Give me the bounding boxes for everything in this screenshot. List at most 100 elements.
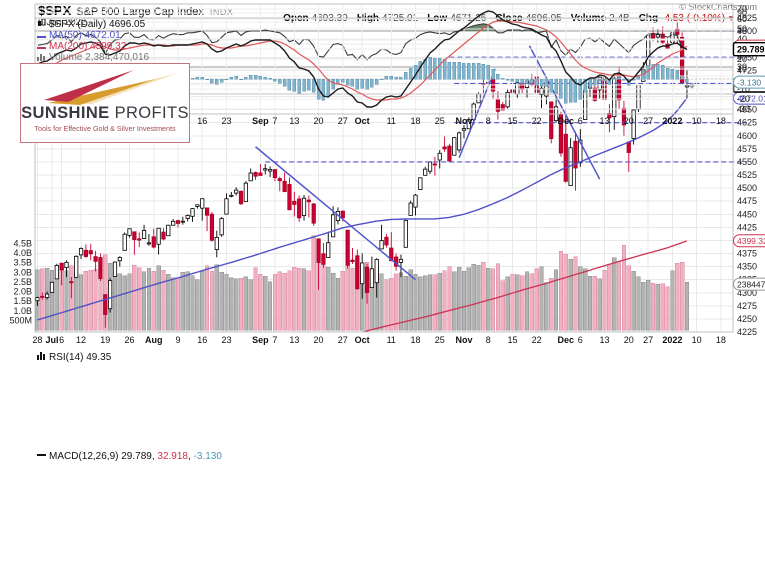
svg-text:23: 23 <box>221 116 231 126</box>
svg-text:4300: 4300 <box>737 288 757 298</box>
svg-text:2022: 2022 <box>662 335 682 345</box>
exchange-tag: INDX <box>209 7 234 17</box>
svg-text:6: 6 <box>59 335 64 345</box>
svg-text:1.0B: 1.0B <box>13 306 32 316</box>
svg-text:28: 28 <box>32 335 42 345</box>
svg-text:Nov: Nov <box>455 116 472 126</box>
svg-text:50: 50 <box>737 24 747 34</box>
svg-text:500M: 500M <box>9 315 32 325</box>
svg-text:15: 15 <box>507 116 517 126</box>
svg-text:4450: 4450 <box>737 209 757 219</box>
candlestick-icon <box>37 18 46 31</box>
svg-text:2.0B: 2.0B <box>13 287 32 297</box>
copyright: © StockCharts.com <box>679 2 757 12</box>
svg-text:-3.130: -3.130 <box>737 77 761 87</box>
macd-signal-value: 32.918 <box>157 451 188 462</box>
svg-text:-30: -30 <box>737 104 750 114</box>
svg-text:Sep: Sep <box>252 116 269 126</box>
svg-text:12: 12 <box>76 335 86 345</box>
svg-text:4350: 4350 <box>737 262 757 272</box>
macd-signal-line <box>37 20 688 101</box>
svg-text:Oct: Oct <box>355 116 370 126</box>
price-chart-canvas: 4825480047754750472547004675465046254600… <box>9 13 765 345</box>
macd-panel-title: MACD(12,26,9) 29.789, 32.918, -3.130 <box>37 451 222 462</box>
svg-text:4725: 4725 <box>737 65 757 75</box>
sunshine-profits-logo: SUNSHINE PROFITS Tools for Effective Gol… <box>20 63 190 143</box>
indicator-icon <box>37 352 46 363</box>
logo-arrows-icon <box>44 70 178 105</box>
svg-text:20: 20 <box>314 116 324 126</box>
svg-text:25: 25 <box>435 116 445 126</box>
svg-text:16: 16 <box>197 116 207 126</box>
svg-text:18: 18 <box>410 116 420 126</box>
macd-line-icon <box>37 454 46 456</box>
volume-bars-icon <box>37 52 46 64</box>
svg-text:27: 27 <box>338 116 348 126</box>
svg-text:4650: 4650 <box>737 105 757 115</box>
svg-text:26: 26 <box>125 335 135 345</box>
legend-ma200-label: MA(200) 4399.32 <box>49 41 127 52</box>
svg-text:4375: 4375 <box>737 249 757 259</box>
legend-volume: Volume 2,384,470,016 <box>37 52 149 64</box>
svg-text:Jul: Jul <box>45 335 58 345</box>
svg-text:Oct: Oct <box>355 335 370 345</box>
svg-text:2384470016: 2384470016 <box>737 279 765 289</box>
svg-text:2.5B: 2.5B <box>13 277 32 287</box>
svg-text:4425: 4425 <box>737 222 757 232</box>
svg-text:4399.32: 4399.32 <box>737 236 765 246</box>
svg-text:4275: 4275 <box>737 301 757 311</box>
svg-text:25: 25 <box>435 335 445 345</box>
logo-title: SUNSHINE PROFITS <box>21 104 189 122</box>
svg-text:4672.01: 4672.01 <box>737 93 765 103</box>
macd-label: MACD(12,26,9) <box>49 451 119 462</box>
legend-volume-label: Volume 2,384,470,016 <box>49 52 150 63</box>
svg-text:-20: -20 <box>737 94 750 104</box>
svg-text:11: 11 <box>387 116 396 126</box>
svg-text:18: 18 <box>716 116 726 126</box>
svg-text:20: 20 <box>314 335 324 345</box>
svg-text:4750: 4750 <box>737 52 757 62</box>
svg-text:23: 23 <box>221 335 231 345</box>
svg-text:70: 70 <box>737 4 747 14</box>
svg-text:2022: 2022 <box>662 116 682 126</box>
svg-text:Nov: Nov <box>455 335 472 345</box>
svg-text:3.0B: 3.0B <box>13 267 32 277</box>
svg-text:Sep: Sep <box>252 335 269 345</box>
svg-text:90: 90 <box>737 8 747 18</box>
macd-hist-value: -3.130 <box>193 451 222 462</box>
logo-title-light: PROFITS <box>114 104 189 122</box>
svg-text:22: 22 <box>532 116 542 126</box>
candlesticks <box>35 21 690 328</box>
svg-text:60: 60 <box>737 14 747 24</box>
svg-text:3.5B: 3.5B <box>13 258 32 268</box>
legend-ma50: MA(50) 4672.01 <box>37 30 121 42</box>
svg-text:8: 8 <box>486 116 491 126</box>
svg-text:20: 20 <box>737 54 747 64</box>
svg-text:6: 6 <box>578 116 583 126</box>
svg-text:Aug: Aug <box>145 335 163 345</box>
svg-text:13: 13 <box>600 335 610 345</box>
svg-text:40: 40 <box>737 34 747 44</box>
svg-text:6: 6 <box>578 335 583 345</box>
svg-text:18: 18 <box>410 335 420 345</box>
svg-text:4.0B: 4.0B <box>13 248 32 258</box>
svg-text:8: 8 <box>486 335 491 345</box>
ma200-line-icon <box>37 42 46 53</box>
volume-bars <box>35 235 690 331</box>
svg-text:-10: -10 <box>737 84 750 94</box>
svg-text:4250: 4250 <box>737 314 757 324</box>
svg-text:13: 13 <box>289 116 299 126</box>
moving-averages <box>37 97 688 332</box>
svg-text:10: 10 <box>692 335 702 345</box>
macd-line <box>37 10 688 108</box>
svg-text:4.5B: 4.5B <box>13 238 32 248</box>
legend-series-label: $SPX (Daily) 4696.05 <box>49 19 146 30</box>
svg-text:22: 22 <box>532 335 542 345</box>
rsi-panel-title: RSI(14) 49.35 <box>37 351 111 363</box>
svg-text:4475: 4475 <box>737 196 757 206</box>
ma50-line-icon <box>37 31 46 42</box>
svg-text:4800: 4800 <box>737 26 757 36</box>
svg-text:9: 9 <box>175 335 180 345</box>
legend-ma200: MA(200) 4399.32 <box>37 41 126 53</box>
